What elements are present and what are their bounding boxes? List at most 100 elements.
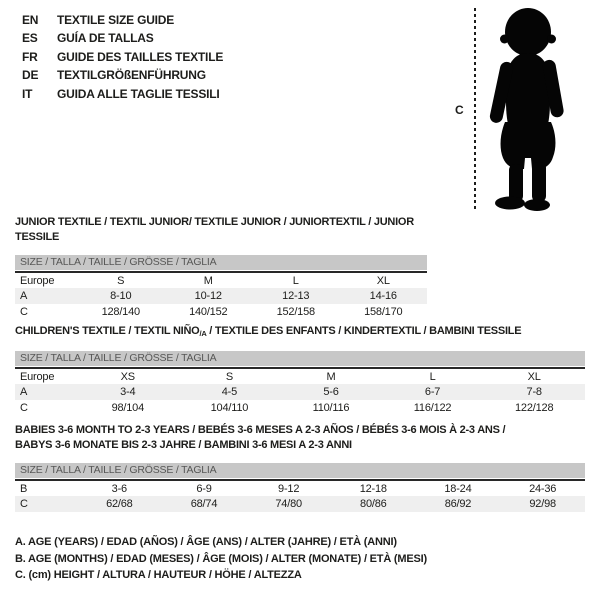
language-title: GUÍA DE TALLAS — [57, 31, 154, 46]
row-label: C — [20, 306, 28, 318]
table-title: CHILDREN'S TEXTILE / TEXTIL NIÑO/A / TEX… — [15, 324, 585, 341]
size-value-cell: 3-6 — [111, 482, 128, 495]
table-title-line: CHILDREN'S TEXTILE / TEXTIL NIÑO/A / TEX… — [15, 324, 585, 341]
language-title: TEXTILGRÖßENFÜHRUNG — [57, 68, 206, 83]
table-title-segment: / TEXTILE DES ENFANTS / KINDERTEXTIL / B… — [206, 325, 522, 337]
language-code: IT — [22, 86, 33, 101]
language-title: GUIDA ALLE TAGLIE TESSILI — [57, 86, 220, 101]
size-value-cell: 92/98 — [529, 498, 556, 510]
language-list: EN TEXTILE SIZE GUIDE ES GUÍA DE TALLAS FR GU… — [22, 11, 223, 103]
column-header: XL — [527, 370, 541, 383]
size-value-cell: 62/68 — [106, 498, 133, 510]
row-label: C — [20, 402, 28, 414]
size-table: B 3-6 6-9 9-12 12-18 18-24 24-36 C 62/68 68/74 74/… — [15, 479, 585, 512]
language-row: ES GUÍA DE TALLAS — [22, 29, 223, 47]
size-value-cell: 98/104 — [111, 402, 145, 414]
size-value-cell: 12-13 — [282, 290, 310, 302]
column-header: L — [429, 370, 436, 383]
size-bar-label: SIZE / TALLA / TAILLE / GRÖSSE / TAGLIA — [20, 464, 217, 476]
size-value-cell: 158/170 — [364, 306, 403, 318]
column-header: M — [326, 370, 336, 383]
legend-line: B. AGE (MONTHS) / EDAD (MESES) / ÂGE (MO… — [15, 552, 427, 565]
size-value-cell: 8-10 — [110, 290, 132, 302]
legend-line: C. (cm) HEIGHT / ALTURA / HAUTEUR / HÖHE… — [15, 569, 302, 581]
table-title-segment: BABIES 3-6 MONTH TO 2-3 YEARS / BEBÉS 3-… — [15, 424, 506, 436]
size-value-cell: 14-16 — [369, 290, 397, 302]
size-value-cell: 3-4 — [120, 386, 136, 398]
size-value-cell: 10-12 — [194, 290, 222, 302]
table-row: A 8-10 10-12 12-13 14-16 — [15, 288, 427, 304]
table-title-line: JUNIOR TEXTILE / TEXTIL JUNIOR/ TEXTILE … — [15, 215, 427, 245]
size-bar-label: SIZE / TALLA / TAILLE / GRÖSSE / TAGLIA — [20, 352, 217, 364]
childrens-textile-section: CHILDREN'S TEXTILE / TEXTIL NIÑO/A / TEX… — [15, 324, 585, 416]
row-label: A — [20, 386, 28, 398]
language-title: GUIDE DES TAILLES TEXTILE — [57, 49, 224, 64]
language-code: DE — [22, 68, 39, 83]
table-title: BABIES 3-6 MONTH TO 2-3 YEARS / BEBÉS 3-… — [15, 423, 585, 453]
size-value-cell: 6-7 — [424, 386, 441, 398]
table-row: B 3-6 6-9 9-12 12-18 18-24 24-36 — [15, 480, 585, 496]
size-bar-label: SIZE / TALLA / TAILLE / GRÖSSE / TAGLIA — [20, 256, 217, 268]
babies-textile-section: BABIES 3-6 MONTH TO 2-3 YEARS / BEBÉS 3-… — [15, 423, 585, 512]
size-value-cell: 104/110 — [210, 402, 249, 414]
language-code: FR — [22, 49, 38, 64]
language-row: FR GUIDE DES TAILLES TEXTILE — [22, 48, 223, 66]
table-row: C 98/104 104/110 110/116 116/122 122/128 — [15, 400, 585, 416]
size-value-cell: 86/92 — [444, 498, 472, 510]
size-value-cell: 140/152 — [189, 306, 228, 318]
height-measure-dashed-line — [474, 8, 476, 210]
size-value-cell: 122/128 — [515, 402, 554, 414]
table-title: JUNIOR TEXTILE / TEXTIL JUNIOR/ TEXTILE … — [15, 215, 427, 245]
size-table: Europe S M L XL A 8-10 10-12 12-13 14-16 C 128/140 1… — [15, 271, 427, 320]
column-header: L — [292, 274, 299, 287]
legend: A. AGE (YEARS) / EDAD (AÑOS) / ÂGE (ANS)… — [15, 534, 427, 584]
junior-textile-section: JUNIOR TEXTILE / TEXTIL JUNIOR/ TEXTILE … — [15, 215, 427, 320]
column-header: S — [225, 370, 233, 383]
table-title-segment: BABYS 3-6 MONATE BIS 2-3 JAHRE / BAMBINI… — [15, 439, 352, 451]
row-label: A — [20, 290, 28, 302]
language-title: TEXTILE SIZE GUIDE — [57, 13, 175, 27]
table-header-row: Europe XS S M L XL — [15, 368, 585, 384]
size-value-cell: 7-8 — [526, 386, 543, 398]
size-value-cell: 6-9 — [196, 482, 212, 495]
table-title-segment: CHILDREN'S TEXTILE / TEXTIL NIÑO — [15, 325, 200, 337]
height-measure-label: C — [455, 103, 464, 117]
table-title-segment: /A — [199, 329, 207, 338]
size-bar: SIZE / TALLA / TAILLE / GRÖSSE / TAGLIA — [15, 351, 585, 366]
size-bar: SIZE / TALLA / TAILLE / GRÖSSE / TAGLIA — [15, 463, 585, 478]
column-header: M — [203, 274, 213, 287]
table-title-segment: JUNIOR TEXTILE / TEXTIL JUNIOR/ TEXTILE … — [15, 216, 414, 243]
row-label: B — [20, 482, 28, 495]
language-row: IT GUIDA ALLE TAGLIE TESSILI — [22, 85, 223, 103]
legend-line: A. AGE (YEARS) / EDAD (AÑOS) / ÂGE (ANS)… — [15, 536, 397, 548]
row-label: C — [20, 498, 28, 510]
table-row: A 3-4 4-5 5-6 6-7 7-8 — [15, 384, 585, 400]
size-value-cell: 110/116 — [312, 402, 350, 414]
language-code: EN — [22, 13, 39, 27]
size-value-cell: 24-36 — [529, 482, 557, 495]
size-value-cell: 128/140 — [101, 306, 141, 318]
size-value-cell: 18-24 — [444, 482, 472, 495]
language-row: DE TEXTILGRÖßENFÜHRUNG — [22, 66, 223, 84]
column-header: XS — [120, 370, 135, 383]
language-row: EN TEXTILE SIZE GUIDE — [22, 11, 223, 29]
size-table: Europe XS S M L XL A 3-4 4-5 5-6 6-7 7-8 C 98/104 104/… — [15, 367, 585, 416]
size-value-cell: 9-12 — [278, 482, 300, 495]
table-title-line: BABIES 3-6 MONTH TO 2-3 YEARS / BEBÉS 3-… — [15, 423, 585, 438]
size-value-cell: 4-5 — [221, 386, 238, 398]
size-value-cell: 116/122 — [413, 402, 452, 414]
size-value-cell: 74/80 — [275, 498, 302, 510]
size-value-cell: 80/86 — [360, 498, 387, 510]
table-header-row: Europe S M L XL — [15, 272, 427, 288]
language-code: ES — [22, 31, 38, 46]
table-row: C 62/68 68/74 74/80 80/86 86/92 92/98 — [15, 496, 585, 512]
column-header: XL — [376, 274, 390, 287]
table-title-line: BABYS 3-6 MONATE BIS 2-3 JAHRE / BAMBINI… — [15, 438, 585, 453]
baby-silhouette-image — [489, 8, 564, 211]
size-value-cell: 5-6 — [323, 386, 339, 398]
size-value-cell: 68/74 — [190, 498, 218, 510]
column-header: Europe — [20, 274, 55, 287]
size-value-cell: 12-18 — [359, 482, 387, 495]
table-row: C 128/140 140/152 152/158 158/170 — [15, 304, 427, 320]
